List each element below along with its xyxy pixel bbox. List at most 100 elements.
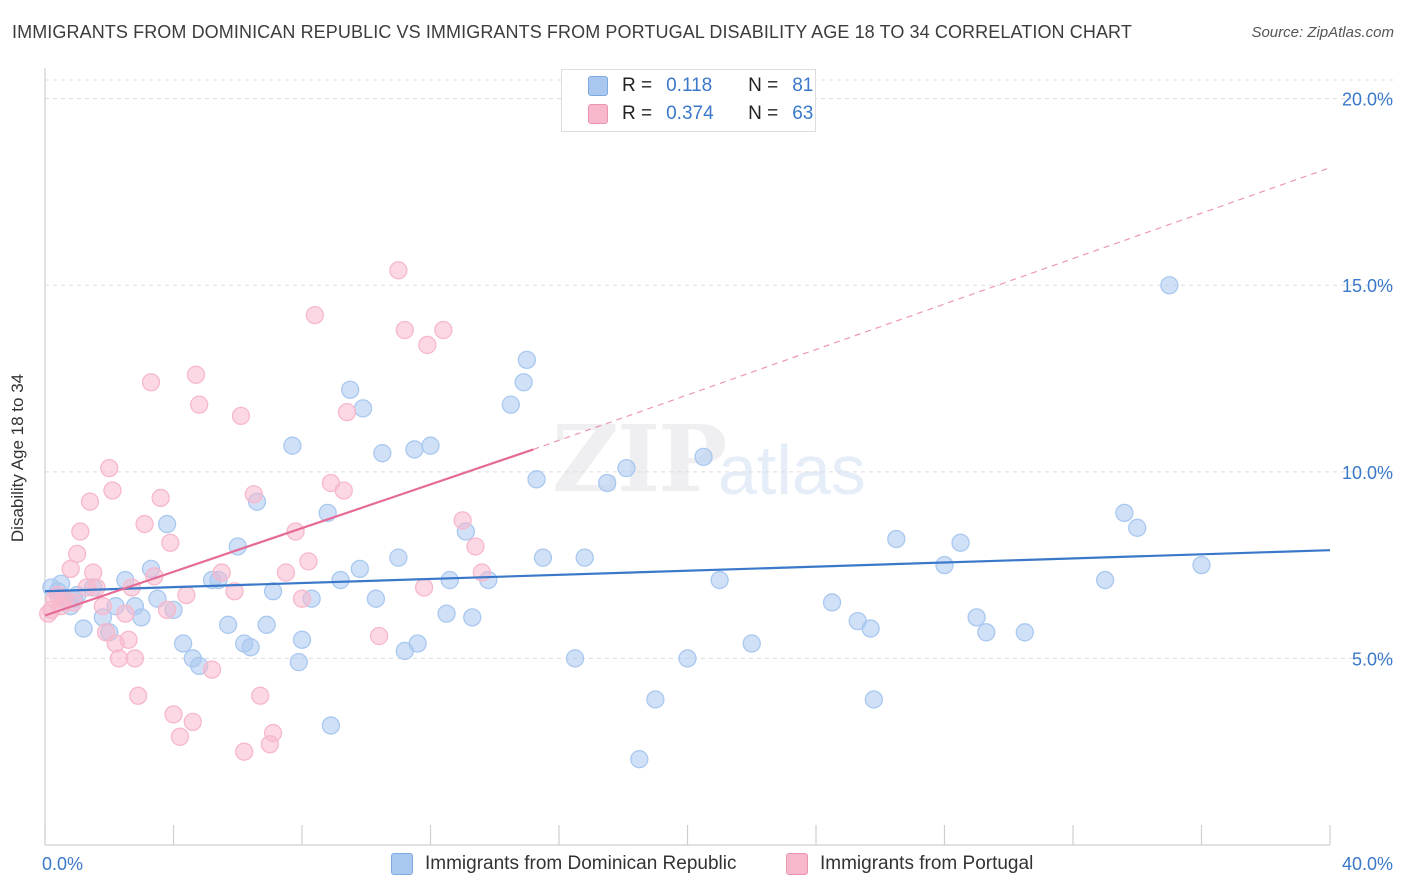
point-dominican xyxy=(501,395,520,414)
point-dominican xyxy=(1015,623,1034,642)
point-dominican xyxy=(440,570,459,590)
point-portugal xyxy=(80,492,100,511)
point-portugal xyxy=(67,544,87,564)
point-dominican xyxy=(463,608,482,627)
point-dominican xyxy=(864,690,883,709)
point-dominican xyxy=(437,604,456,623)
chart-source: Source: ZipAtlas.com xyxy=(1251,24,1394,41)
point-dominican xyxy=(678,649,697,668)
y-tick-label: 10.0% xyxy=(1342,463,1393,483)
point-dominican xyxy=(1160,276,1179,295)
point-portugal xyxy=(414,578,434,597)
point-dominican xyxy=(887,529,906,549)
point-portugal xyxy=(129,686,148,705)
trendline-portugal xyxy=(44,448,534,617)
chart-title: IMMIGRANTS FROM DOMINICAN REPUBLIC VS IM… xyxy=(12,22,1132,42)
n-label: N = xyxy=(748,75,779,96)
point-dominican xyxy=(742,634,761,653)
point-dominican xyxy=(350,559,369,579)
point-dominican xyxy=(1115,503,1134,523)
point-dominican xyxy=(935,555,954,575)
point-dominican xyxy=(321,716,341,735)
point-portugal xyxy=(231,406,251,426)
point-portugal xyxy=(466,537,485,556)
point-dominican xyxy=(366,589,386,608)
point-portugal xyxy=(395,320,414,340)
x-tick-label: 0.0% xyxy=(42,854,83,874)
point-portugal xyxy=(334,481,353,500)
point-portugal xyxy=(389,261,408,280)
point-dominican xyxy=(514,373,533,392)
point-portugal xyxy=(225,582,244,601)
stats-row-dominican: R = 0.118 N = 81 xyxy=(588,74,813,98)
point-dominican xyxy=(389,548,408,567)
point-dominican xyxy=(74,619,93,638)
point-dominican xyxy=(1128,518,1147,537)
stats-swatch-dominican xyxy=(588,76,608,96)
point-portugal xyxy=(84,563,103,582)
point-dominican xyxy=(575,548,594,567)
point-portugal xyxy=(251,686,270,705)
point-portugal xyxy=(100,458,119,478)
y-tick-label: 20.0% xyxy=(1342,90,1393,110)
point-dominican xyxy=(598,473,617,493)
point-portugal xyxy=(190,395,209,414)
point-dominican xyxy=(822,593,842,612)
point-dominican xyxy=(1192,555,1211,575)
point-dominican xyxy=(353,399,373,418)
trendline-dominican xyxy=(44,549,1331,593)
point-dominican xyxy=(694,447,713,467)
r-value: 0.374 xyxy=(666,103,714,124)
point-dominican xyxy=(405,440,424,459)
point-portugal xyxy=(292,589,312,608)
point-dominican xyxy=(533,548,553,567)
point-portugal xyxy=(141,373,161,392)
point-portugal xyxy=(337,402,357,422)
point-portugal xyxy=(434,320,453,340)
point-portugal xyxy=(276,563,296,582)
point-dominican xyxy=(173,634,193,653)
point-portugal xyxy=(369,626,389,646)
point-portugal xyxy=(212,563,231,582)
point-dominican xyxy=(132,608,151,627)
watermark-atlas: atlas xyxy=(718,431,866,509)
point-dominican xyxy=(263,582,283,601)
point-dominican xyxy=(861,619,880,638)
point-portugal xyxy=(453,511,472,530)
point-portugal xyxy=(299,552,318,571)
point-portugal xyxy=(71,522,90,541)
point-dominican xyxy=(257,615,276,634)
point-dominican xyxy=(283,436,302,455)
point-dominican xyxy=(646,690,665,709)
point-portugal xyxy=(125,649,145,668)
legend-item-portugal[interactable]: Immigrants from Portugal xyxy=(786,851,1033,877)
point-dominican xyxy=(408,634,427,653)
point-dominican xyxy=(517,350,537,370)
point-portugal xyxy=(135,514,154,534)
point-portugal xyxy=(244,485,263,504)
point-dominican xyxy=(710,570,729,590)
r-label: R = xyxy=(622,75,653,96)
point-dominican xyxy=(617,458,636,478)
r-label: R = xyxy=(622,103,653,124)
point-portugal xyxy=(116,604,135,623)
n-value: 81 xyxy=(792,75,814,96)
point-portugal xyxy=(305,305,325,325)
point-portugal xyxy=(186,365,206,384)
point-portugal xyxy=(170,727,190,746)
point-portugal xyxy=(151,488,170,508)
legend-label-portugal: Immigrants from Portugal xyxy=(820,853,1034,874)
stats-row-portugal: R = 0.374 N = 63 xyxy=(588,102,813,126)
point-dominican xyxy=(421,436,440,455)
legend-swatch-portugal xyxy=(786,853,808,875)
point-portugal xyxy=(183,712,202,732)
point-portugal xyxy=(177,585,196,605)
point-dominican xyxy=(1095,570,1115,590)
point-portugal xyxy=(418,335,437,355)
legend-item-dominican[interactable]: Immigrants from Dominican Republic xyxy=(391,851,737,877)
point-portugal xyxy=(202,660,222,679)
stats-legend: R = 0.118 N = 81 R = 0.374 N = 63 xyxy=(561,69,816,132)
point-dominican xyxy=(218,615,238,634)
y-tick-label: 15.0% xyxy=(1342,276,1393,296)
